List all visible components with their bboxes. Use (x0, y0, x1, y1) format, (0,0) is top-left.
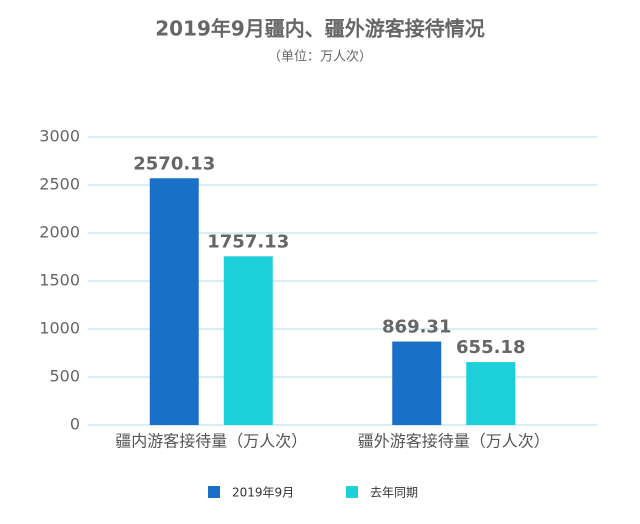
bar (223, 256, 273, 425)
legend-label: 2019年9月 (232, 486, 294, 500)
data-label: 1757.13 (207, 231, 289, 252)
y-tick-label: 3000 (39, 127, 80, 146)
y-tick-label: 1000 (39, 319, 80, 338)
data-label: 655.18 (456, 337, 525, 358)
legend-swatch (208, 486, 220, 498)
data-label: 2570.13 (133, 153, 215, 174)
y-tick-label: 1500 (39, 271, 80, 290)
y-tick-label: 0 (70, 415, 80, 434)
y-tick-label: 2000 (39, 223, 80, 242)
legend-swatch (346, 486, 358, 498)
data-label: 869.31 (382, 317, 451, 338)
bar (466, 362, 516, 425)
y-tick-label: 500 (49, 367, 80, 386)
chart-subtitle: （单位：万人次） (268, 49, 372, 65)
bar (149, 178, 199, 425)
legend-label: 去年同期 (370, 486, 418, 500)
bar (392, 341, 442, 425)
chart-title: 2019年9月疆内、疆外游客接待情况 (155, 17, 485, 41)
x-tick-label: 疆内游客接待量（万人次） (115, 432, 307, 451)
y-tick-label: 2500 (39, 175, 80, 194)
x-tick-label: 疆外游客接待量（万人次） (358, 432, 550, 451)
